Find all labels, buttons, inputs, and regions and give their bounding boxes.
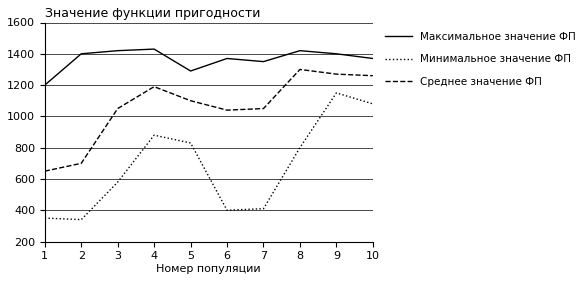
Среднее значение ФП (369, 74, 376, 77)
Среднее значение ФП (187, 99, 194, 102)
Максимальное значение ФП (369, 57, 376, 60)
Line: Максимальное значение ФП: Максимальное значение ФП (45, 49, 373, 85)
Минимальное значение ФП (78, 218, 85, 221)
Минимальное значение ФП (151, 133, 158, 137)
Среднее значение ФП (151, 85, 158, 88)
Среднее значение ФП (114, 107, 121, 110)
Максимальное значение ФП (187, 69, 194, 73)
Максимальное значение ФП (41, 83, 48, 87)
Line: Минимальное значение ФП: Минимальное значение ФП (45, 93, 373, 220)
Среднее значение ФП (223, 108, 230, 112)
Среднее значение ФП (41, 169, 48, 173)
Максимальное значение ФП (114, 49, 121, 52)
Минимальное значение ФП (369, 102, 376, 106)
Максимальное значение ФП (260, 60, 267, 63)
Среднее значение ФП (296, 68, 303, 71)
Text: Значение функции пригодности: Значение функции пригодности (45, 7, 260, 20)
Минимальное значение ФП (114, 180, 121, 184)
Максимальное значение ФП (151, 47, 158, 51)
Минимальное значение ФП (223, 209, 230, 212)
Минимальное значение ФП (187, 141, 194, 145)
Максимальное значение ФП (333, 52, 340, 55)
Среднее значение ФП (260, 107, 267, 110)
Минимальное значение ФП (296, 146, 303, 149)
Максимальное значение ФП (296, 49, 303, 52)
Максимальное значение ФП (78, 52, 85, 55)
Среднее значение ФП (78, 162, 85, 165)
Минимальное значение ФП (41, 216, 48, 220)
Legend: Максимальное значение ФП, Минимальное значение ФП, Среднее значение ФП: Максимальное значение ФП, Минимальное зн… (382, 28, 580, 91)
Line: Среднее значение ФП: Среднее значение ФП (45, 69, 373, 171)
Минимальное значение ФП (333, 91, 340, 95)
Среднее значение ФП (333, 72, 340, 76)
Максимальное значение ФП (223, 57, 230, 60)
Минимальное значение ФП (260, 207, 267, 210)
X-axis label: Номер популяции: Номер популяции (156, 264, 261, 274)
